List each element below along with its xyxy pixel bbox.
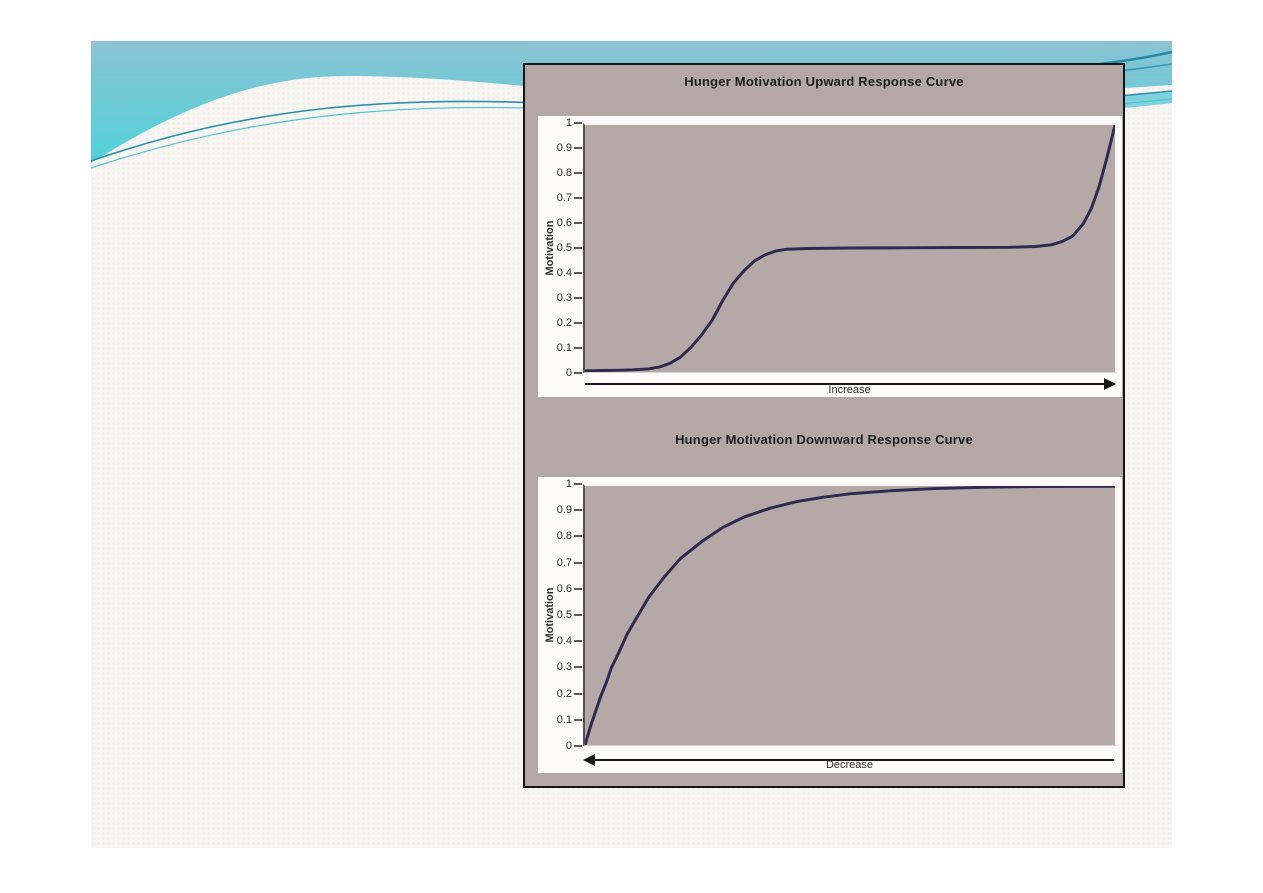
y-tick-label: 0.9	[556, 504, 572, 517]
y-tick-mark	[574, 745, 582, 747]
slide: Hunger Motivation Upward Response Curve …	[91, 41, 1172, 848]
upward-response-curve	[585, 125, 1115, 372]
y-tick-mark	[574, 587, 582, 590]
y-tick-mark	[574, 322, 582, 324]
y-tick-mark	[574, 718, 582, 721]
y-tick-mark	[574, 483, 582, 485]
y-tick-mark	[574, 347, 582, 349]
y-tick-mark	[574, 147, 582, 149]
arrow-head-icon	[583, 754, 595, 766]
y-tick-label: 0.1	[556, 713, 572, 726]
y-tick-label: 0.5	[556, 609, 572, 621]
y-tick-label: 0	[565, 740, 572, 752]
y-tick-mark	[574, 509, 582, 512]
y-tick-label: 0.8	[556, 530, 572, 543]
y-tick-label: 0.2	[556, 317, 572, 329]
y-tick-mark	[574, 640, 582, 643]
arrow-line	[594, 759, 1114, 761]
y-tick-label: 0.7	[556, 192, 572, 204]
y-tick-label: 0.7	[556, 556, 572, 569]
y-tick-mark	[574, 666, 582, 669]
chart-upward: Motivation Increase 1 0.9 0.8 0.7 0.6 0.5 0.4 0…	[538, 116, 1122, 397]
plot-area-downward	[583, 484, 1118, 746]
y-tick-label: 0.6	[556, 582, 572, 595]
y-tick-mark	[574, 222, 582, 224]
y-tick-mark	[574, 561, 582, 564]
charts-panel: Hunger Motivation Upward Response Curve …	[523, 63, 1125, 788]
arrow-line	[585, 383, 1105, 385]
x-axis-arrow-right	[583, 378, 1116, 390]
arrow-head-icon	[1104, 378, 1116, 390]
y-tick-mark	[574, 535, 582, 538]
y-tick-mark	[574, 197, 582, 199]
chart-title-upward: Hunger Motivation Upward Response Curve	[684, 74, 964, 89]
y-tick-label: 0.2	[556, 687, 572, 700]
y-tick-label: 0.9	[556, 142, 572, 154]
y-tick-label: 0.3	[556, 661, 572, 674]
y-tick-mark	[574, 272, 582, 274]
x-axis-arrow-left	[583, 754, 1116, 766]
y-tick-label: 0.8	[556, 167, 572, 179]
downward-response-curve	[585, 486, 1115, 745]
chart-downward: Motivation Decrease 1 0.9 0.8 0.7 0.6 0.5 0.4 0…	[538, 477, 1122, 773]
x-axis-label: Decrease	[825, 759, 874, 771]
y-tick-mark	[574, 297, 582, 299]
y-tick-mark	[574, 692, 582, 695]
x-axis-label: Increase	[828, 384, 871, 396]
y-tick-mark	[574, 614, 582, 616]
y-tick-label: 0.6	[556, 217, 572, 229]
y-tick-label: 1	[565, 478, 572, 490]
y-tick-label: 1	[565, 117, 572, 129]
y-tick-label: 0.3	[556, 292, 572, 304]
y-tick-label: 0.1	[556, 342, 572, 354]
y-tick-mark	[574, 172, 582, 174]
y-tick-label: 0	[565, 367, 572, 379]
y-tick-label: 0.4	[556, 267, 572, 279]
y-tick-mark	[574, 247, 582, 249]
y-tick-label: 0.4	[556, 635, 572, 648]
y-tick-label: 0.5	[556, 242, 572, 254]
chart-title-downward: Hunger Motivation Downward Response Curv…	[675, 432, 973, 447]
y-tick-mark	[574, 372, 582, 374]
plot-area-upward	[583, 123, 1118, 373]
y-tick-mark	[574, 122, 582, 124]
